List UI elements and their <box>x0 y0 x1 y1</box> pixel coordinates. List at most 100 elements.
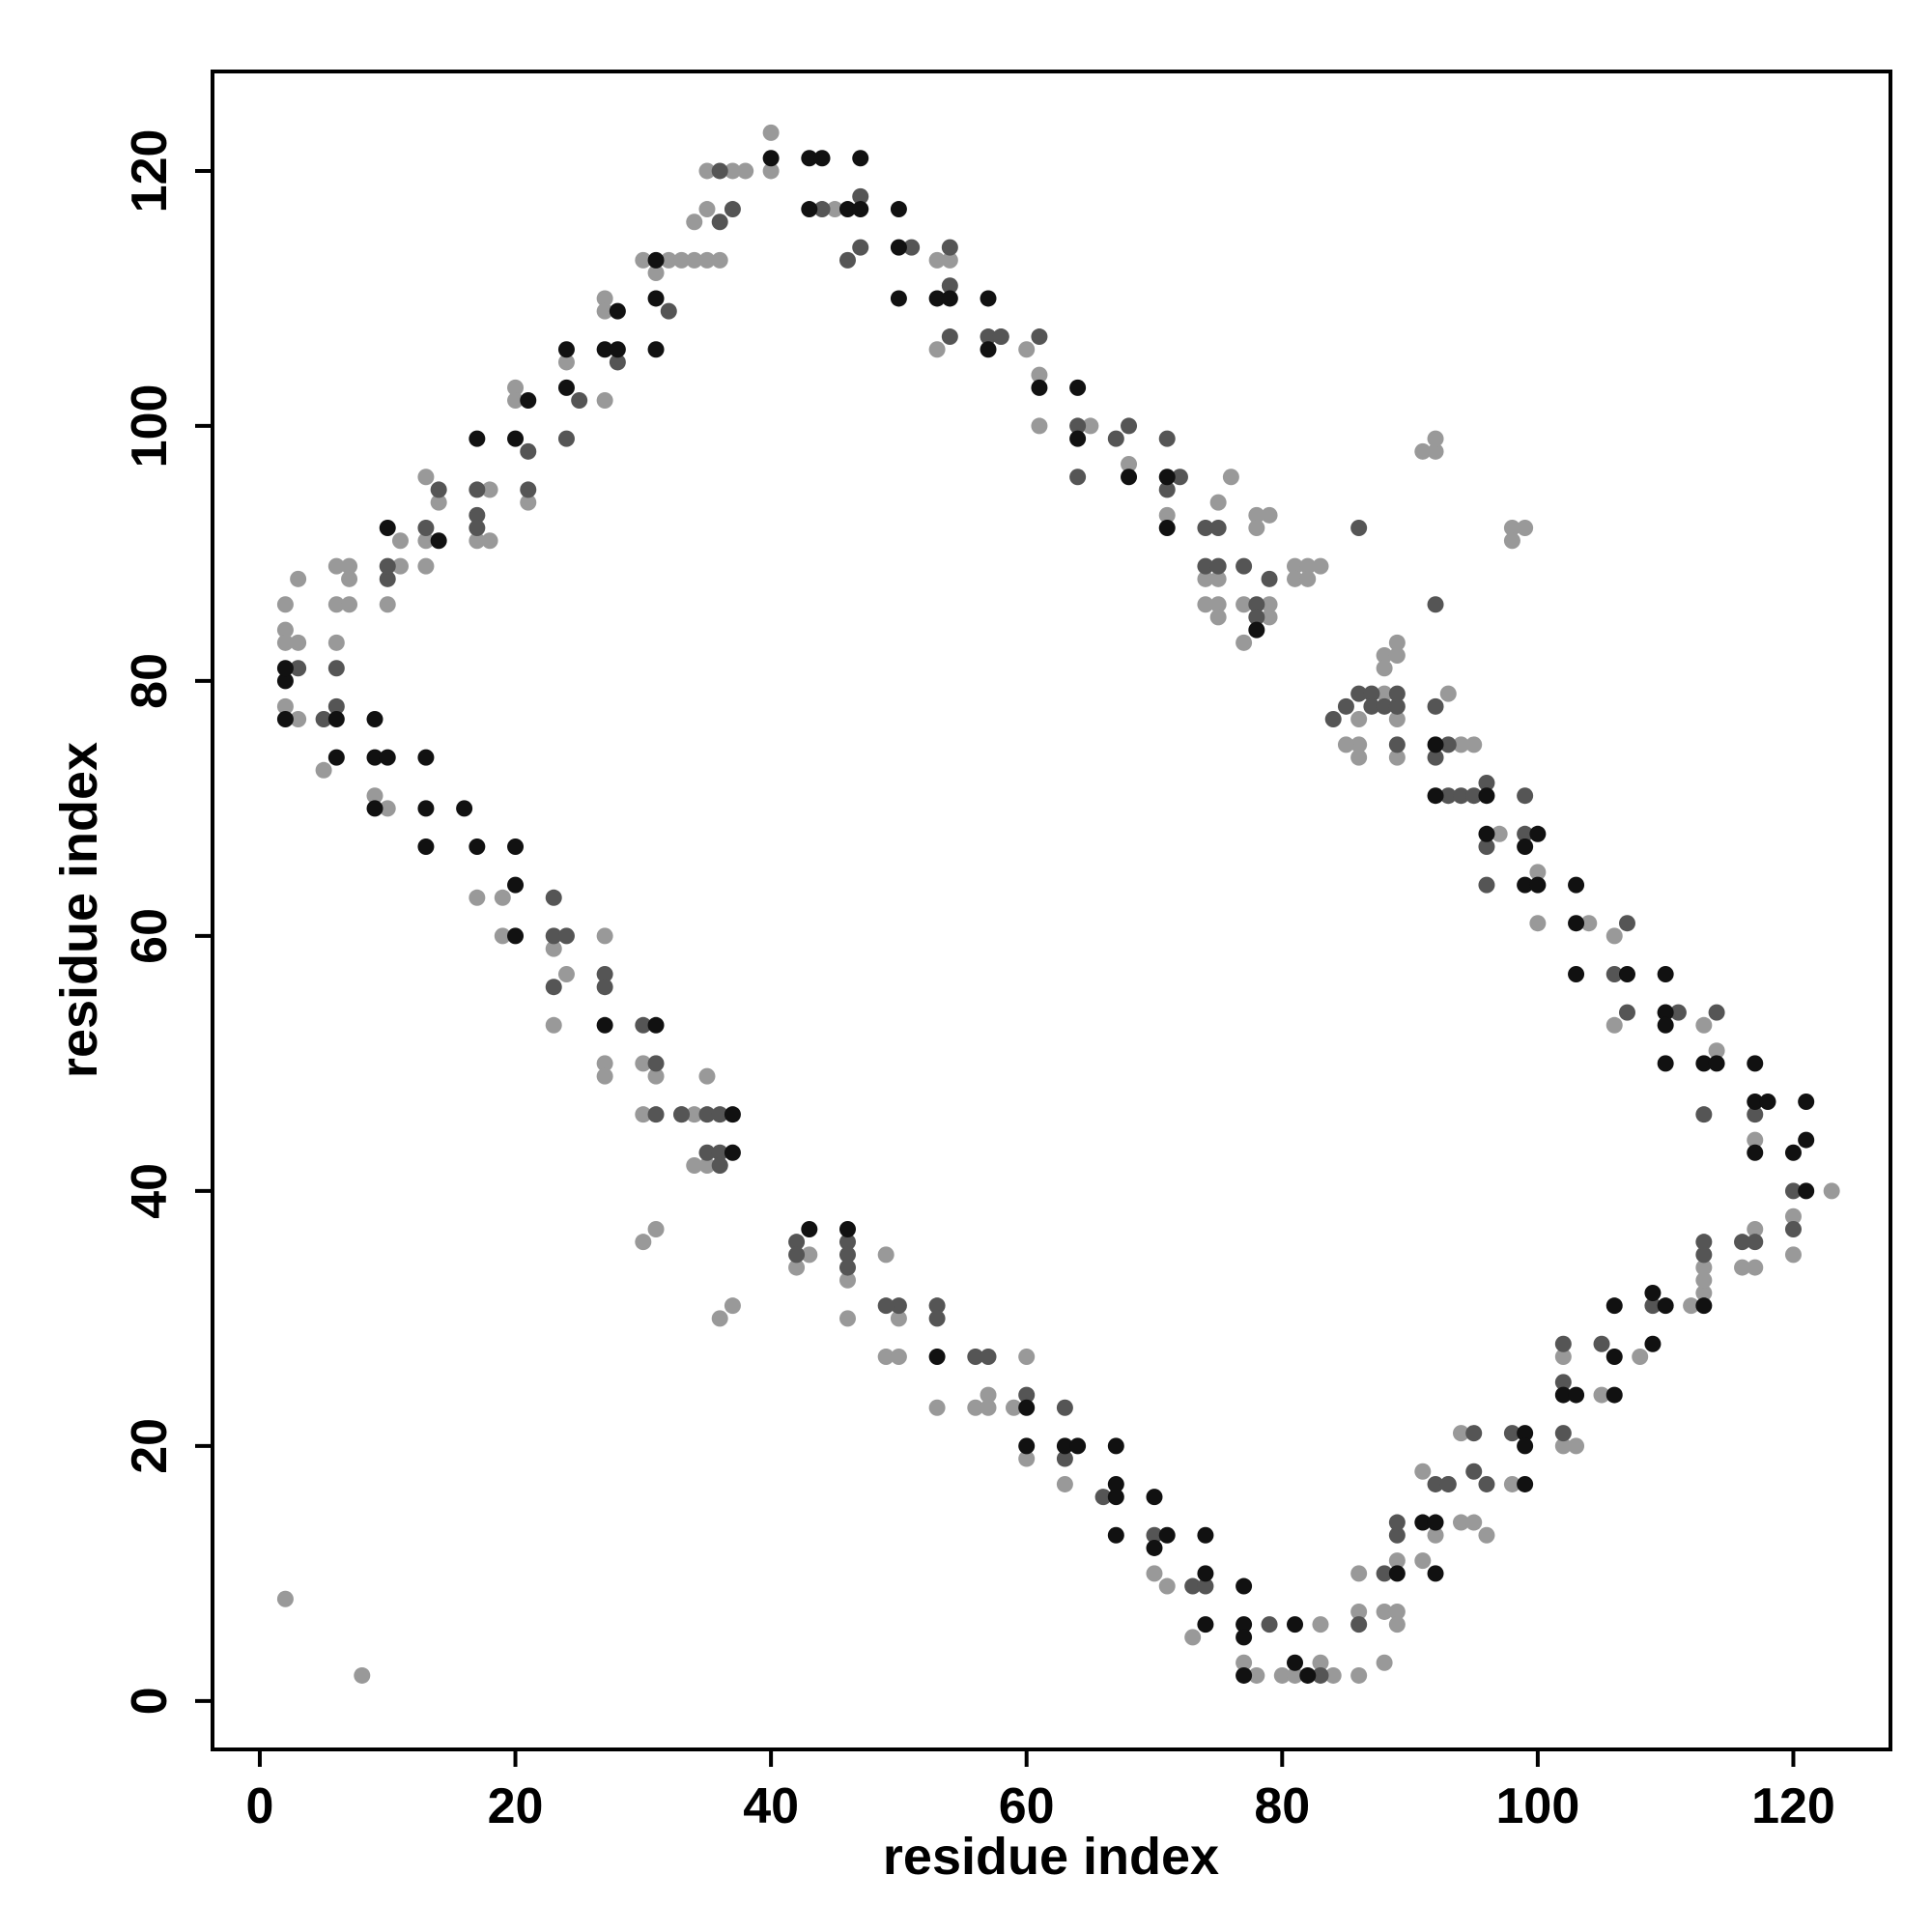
point <box>1593 1335 1610 1352</box>
point <box>1236 634 1253 651</box>
point <box>1784 1220 1802 1237</box>
point <box>469 532 486 550</box>
point <box>838 1310 856 1327</box>
point <box>1478 825 1495 842</box>
point <box>1069 379 1087 396</box>
point <box>1784 1246 1802 1264</box>
point <box>417 520 435 537</box>
point <box>1388 1526 1406 1544</box>
point <box>1158 1577 1176 1595</box>
point <box>711 213 728 231</box>
point <box>1287 557 1304 575</box>
point <box>1427 1514 1444 1531</box>
point <box>1350 685 1368 702</box>
point <box>391 532 409 550</box>
point <box>1734 1259 1751 1276</box>
point <box>1593 1386 1610 1404</box>
point <box>596 392 613 410</box>
point <box>1376 660 1393 677</box>
point <box>341 570 358 587</box>
point <box>557 354 575 371</box>
point <box>980 290 997 307</box>
point <box>1452 736 1469 753</box>
point <box>341 596 358 613</box>
point <box>1517 1437 1534 1455</box>
point <box>1503 1425 1520 1442</box>
point <box>379 557 396 575</box>
point <box>1107 1475 1124 1492</box>
point <box>1605 965 1623 982</box>
point <box>877 1246 895 1264</box>
point <box>1184 1629 1202 1646</box>
point <box>379 800 396 817</box>
point <box>469 520 486 537</box>
point <box>596 1016 613 1034</box>
point <box>698 1144 716 1161</box>
point <box>1082 417 1099 435</box>
point <box>1695 1234 1713 1251</box>
point <box>1261 1616 1278 1634</box>
point <box>1747 1106 1764 1123</box>
point <box>928 341 946 358</box>
point <box>1158 1526 1176 1544</box>
point <box>1465 1425 1483 1442</box>
point <box>609 341 626 358</box>
point <box>1287 1666 1304 1684</box>
point <box>1069 430 1087 447</box>
point <box>379 570 396 587</box>
point <box>366 800 384 817</box>
point <box>941 277 958 295</box>
point <box>507 927 525 945</box>
point <box>813 150 831 167</box>
point <box>852 150 869 167</box>
point <box>1121 417 1138 435</box>
point <box>341 557 358 575</box>
point <box>838 1259 856 1276</box>
point <box>596 1067 613 1085</box>
point <box>1056 1437 1073 1455</box>
point <box>1350 1565 1368 1582</box>
point <box>1734 1234 1751 1251</box>
point <box>1287 1654 1304 1671</box>
point <box>1261 506 1278 524</box>
point <box>1031 417 1048 435</box>
point <box>379 520 396 537</box>
point <box>801 150 818 167</box>
point <box>520 494 537 511</box>
point <box>417 749 435 766</box>
point <box>596 302 613 320</box>
point <box>1798 1182 1815 1200</box>
point <box>928 1399 946 1416</box>
point <box>417 532 435 550</box>
point <box>762 150 780 167</box>
point <box>1350 1616 1368 1634</box>
point <box>1452 1514 1469 1531</box>
point <box>596 965 613 982</box>
point <box>1388 1552 1406 1570</box>
point <box>276 711 294 728</box>
point <box>1784 1144 1802 1161</box>
point <box>941 251 958 269</box>
point <box>1197 596 1214 613</box>
y-axis-label: residue index <box>50 742 108 1078</box>
point <box>698 1156 716 1174</box>
point <box>276 634 294 651</box>
point <box>1517 825 1534 842</box>
point <box>1618 965 1635 982</box>
point <box>1018 1386 1036 1404</box>
point <box>826 201 843 218</box>
point <box>1644 1297 1662 1315</box>
point <box>1209 494 1227 511</box>
point <box>1121 469 1138 486</box>
point <box>1491 825 1508 842</box>
point <box>1236 1666 1253 1684</box>
point <box>469 889 486 906</box>
point <box>481 481 498 498</box>
point <box>507 838 525 856</box>
point <box>1094 1489 1112 1506</box>
point <box>967 1399 984 1416</box>
point <box>1146 1565 1163 1582</box>
point <box>1209 596 1227 613</box>
point <box>1171 469 1188 486</box>
point <box>801 1246 818 1264</box>
